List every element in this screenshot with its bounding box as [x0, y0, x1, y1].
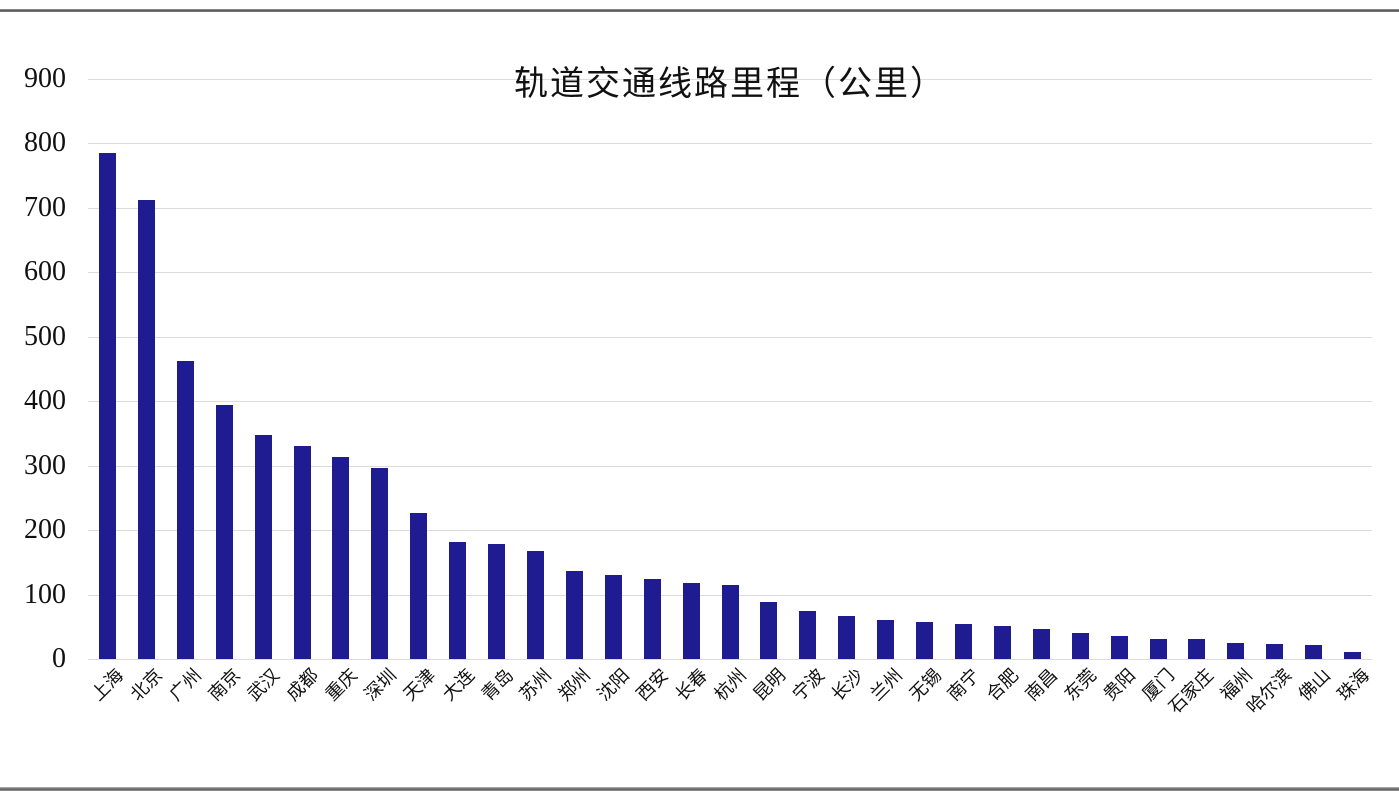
- bar-西安: [643, 579, 661, 659]
- bar-珠海: [1344, 651, 1362, 659]
- y-axis-tick-label: 700: [24, 191, 66, 223]
- bar-长沙: [838, 615, 856, 659]
- bar-重庆: [332, 456, 350, 659]
- bar-南宁: [954, 623, 972, 659]
- gridline: [88, 207, 1372, 209]
- bar-青岛: [488, 544, 506, 659]
- y-axis-tick-label: 800: [24, 127, 66, 159]
- bar-厦门: [1149, 639, 1167, 659]
- top-divider-line: [0, 9, 1399, 12]
- gridline: [88, 465, 1372, 467]
- y-axis-tick-label: 900: [24, 63, 66, 94]
- bar-哈尔滨: [1266, 644, 1284, 659]
- bar-苏州: [526, 551, 544, 659]
- bar-南昌: [1032, 628, 1050, 659]
- bar-无锡: [916, 621, 934, 659]
- plot-area: [88, 79, 1372, 660]
- bar-沈阳: [604, 575, 622, 659]
- gridline: [88, 401, 1372, 403]
- y-axis-tick-label: 300: [24, 449, 66, 481]
- y-axis-tick-label: 500: [24, 320, 66, 352]
- chart-title: 轨道交通线路里程（公里）: [514, 66, 946, 103]
- y-axis-tick-label: 400: [24, 385, 66, 417]
- bar-郑州: [565, 570, 583, 659]
- bar-贵阳: [1110, 636, 1128, 659]
- bar-天津: [410, 512, 428, 659]
- bar-兰州: [877, 620, 895, 659]
- gridline: [88, 659, 1372, 660]
- bar-石家庄: [1188, 639, 1206, 659]
- gridline: [88, 272, 1372, 274]
- gridline: [88, 143, 1372, 145]
- bar-东莞: [1071, 633, 1089, 659]
- bar-上海: [98, 153, 116, 659]
- gridline: [88, 79, 1372, 80]
- y-axis-tick-label: 200: [24, 514, 66, 546]
- gridline: [88, 336, 1372, 338]
- bar-成都: [293, 446, 311, 659]
- bar-大连: [449, 541, 467, 659]
- y-axis-tick-label: 100: [24, 578, 66, 610]
- y-axis-tick-label: 600: [24, 256, 66, 288]
- bar-宁波: [799, 610, 817, 659]
- y-axis-tick-label: 0: [52, 643, 66, 674]
- bar-广州: [176, 361, 194, 659]
- bar-南京: [215, 405, 233, 659]
- gridline: [88, 530, 1372, 532]
- bar-长春: [682, 582, 700, 659]
- bottom-divider-line: [0, 787, 1399, 791]
- bar-深圳: [371, 467, 389, 659]
- bar-佛山: [1305, 644, 1323, 659]
- bar-福州: [1227, 642, 1245, 659]
- bar-武汉: [254, 434, 272, 659]
- bar-昆明: [760, 602, 778, 659]
- bar-杭州: [721, 584, 739, 659]
- bar-合肥: [993, 626, 1011, 659]
- bar-北京: [137, 200, 155, 659]
